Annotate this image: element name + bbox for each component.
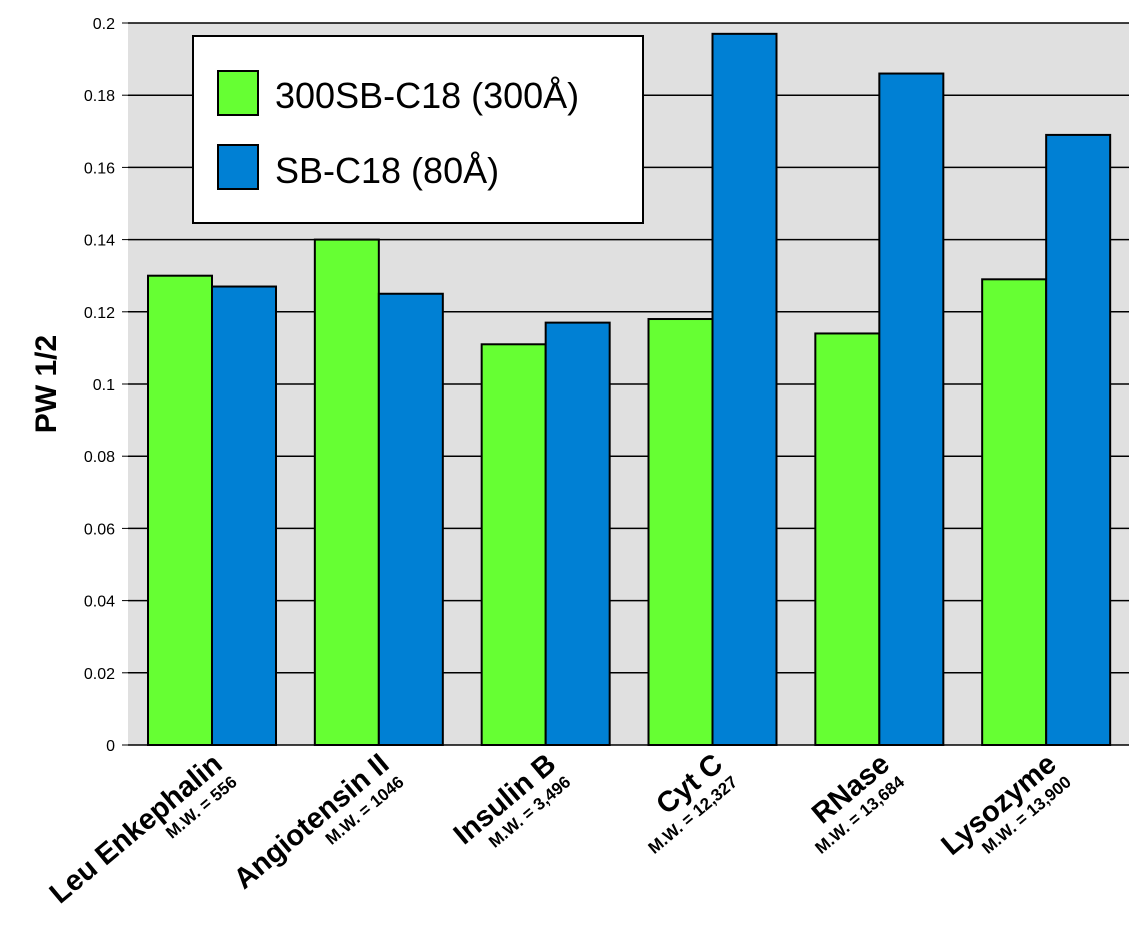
y-axis: 0 0.02 0.04 0.06 0.08 0.1 0.12 0.14 0.16 0.18 0.2	[84, 16, 128, 755]
y-tick-label: 0.08	[84, 449, 115, 466]
y-tick-label: 0.12	[84, 305, 115, 322]
y-axis-label: PW 1/2	[30, 335, 63, 433]
bar-sb-c18	[711, 32, 778, 746]
y-tick-label: 0.06	[84, 521, 115, 538]
y-tick-label: 0.02	[84, 666, 115, 683]
bar-300sb-c18	[147, 274, 213, 746]
bar-300sb-c18	[981, 278, 1048, 746]
x-category-label: Cyt CM.W. = 12,327	[645, 748, 742, 858]
category-name: Leu Enkephalin	[44, 748, 229, 910]
legend-swatch-sb-c18	[217, 144, 259, 190]
bar-300sb-c18	[647, 318, 714, 746]
category-name: Angiotensin II	[228, 748, 395, 896]
y-tick-label: 0.14	[84, 233, 115, 250]
bars	[147, 32, 1112, 747]
y-tick-label: 0.16	[84, 160, 115, 177]
bar-sb-c18	[544, 321, 611, 746]
legend: 300SB-C18 (300Å) SB-C18 (80Å)	[192, 35, 644, 224]
bar-sb-c18	[211, 285, 277, 746]
legend-swatch-300sb-c18	[217, 70, 259, 116]
bar-300sb-c18	[313, 238, 380, 746]
y-tick-label: 0	[106, 738, 115, 755]
legend-label-300sb-c18: 300SB-C18 (300Å)	[275, 75, 579, 116]
x-category-label: Angiotensin IIM.W. = 1046	[228, 748, 408, 896]
bar-300sb-c18	[480, 343, 547, 746]
y-tick-label: 0.1	[93, 377, 115, 394]
y-tick-label: 0.2	[93, 16, 115, 33]
legend-box	[192, 35, 644, 224]
bar-sb-c18	[377, 292, 444, 746]
bar-300sb-c18	[814, 332, 881, 746]
y-tick-label: 0.04	[84, 594, 115, 611]
legend-label-sb-c18: SB-C18 (80Å)	[275, 150, 499, 191]
y-tick-label: 0.18	[84, 88, 115, 105]
bar-sb-c18	[878, 72, 945, 747]
x-category-label: Insulin BM.W. = 3,496	[448, 748, 575, 852]
bar-sb-c18	[1045, 133, 1112, 747]
